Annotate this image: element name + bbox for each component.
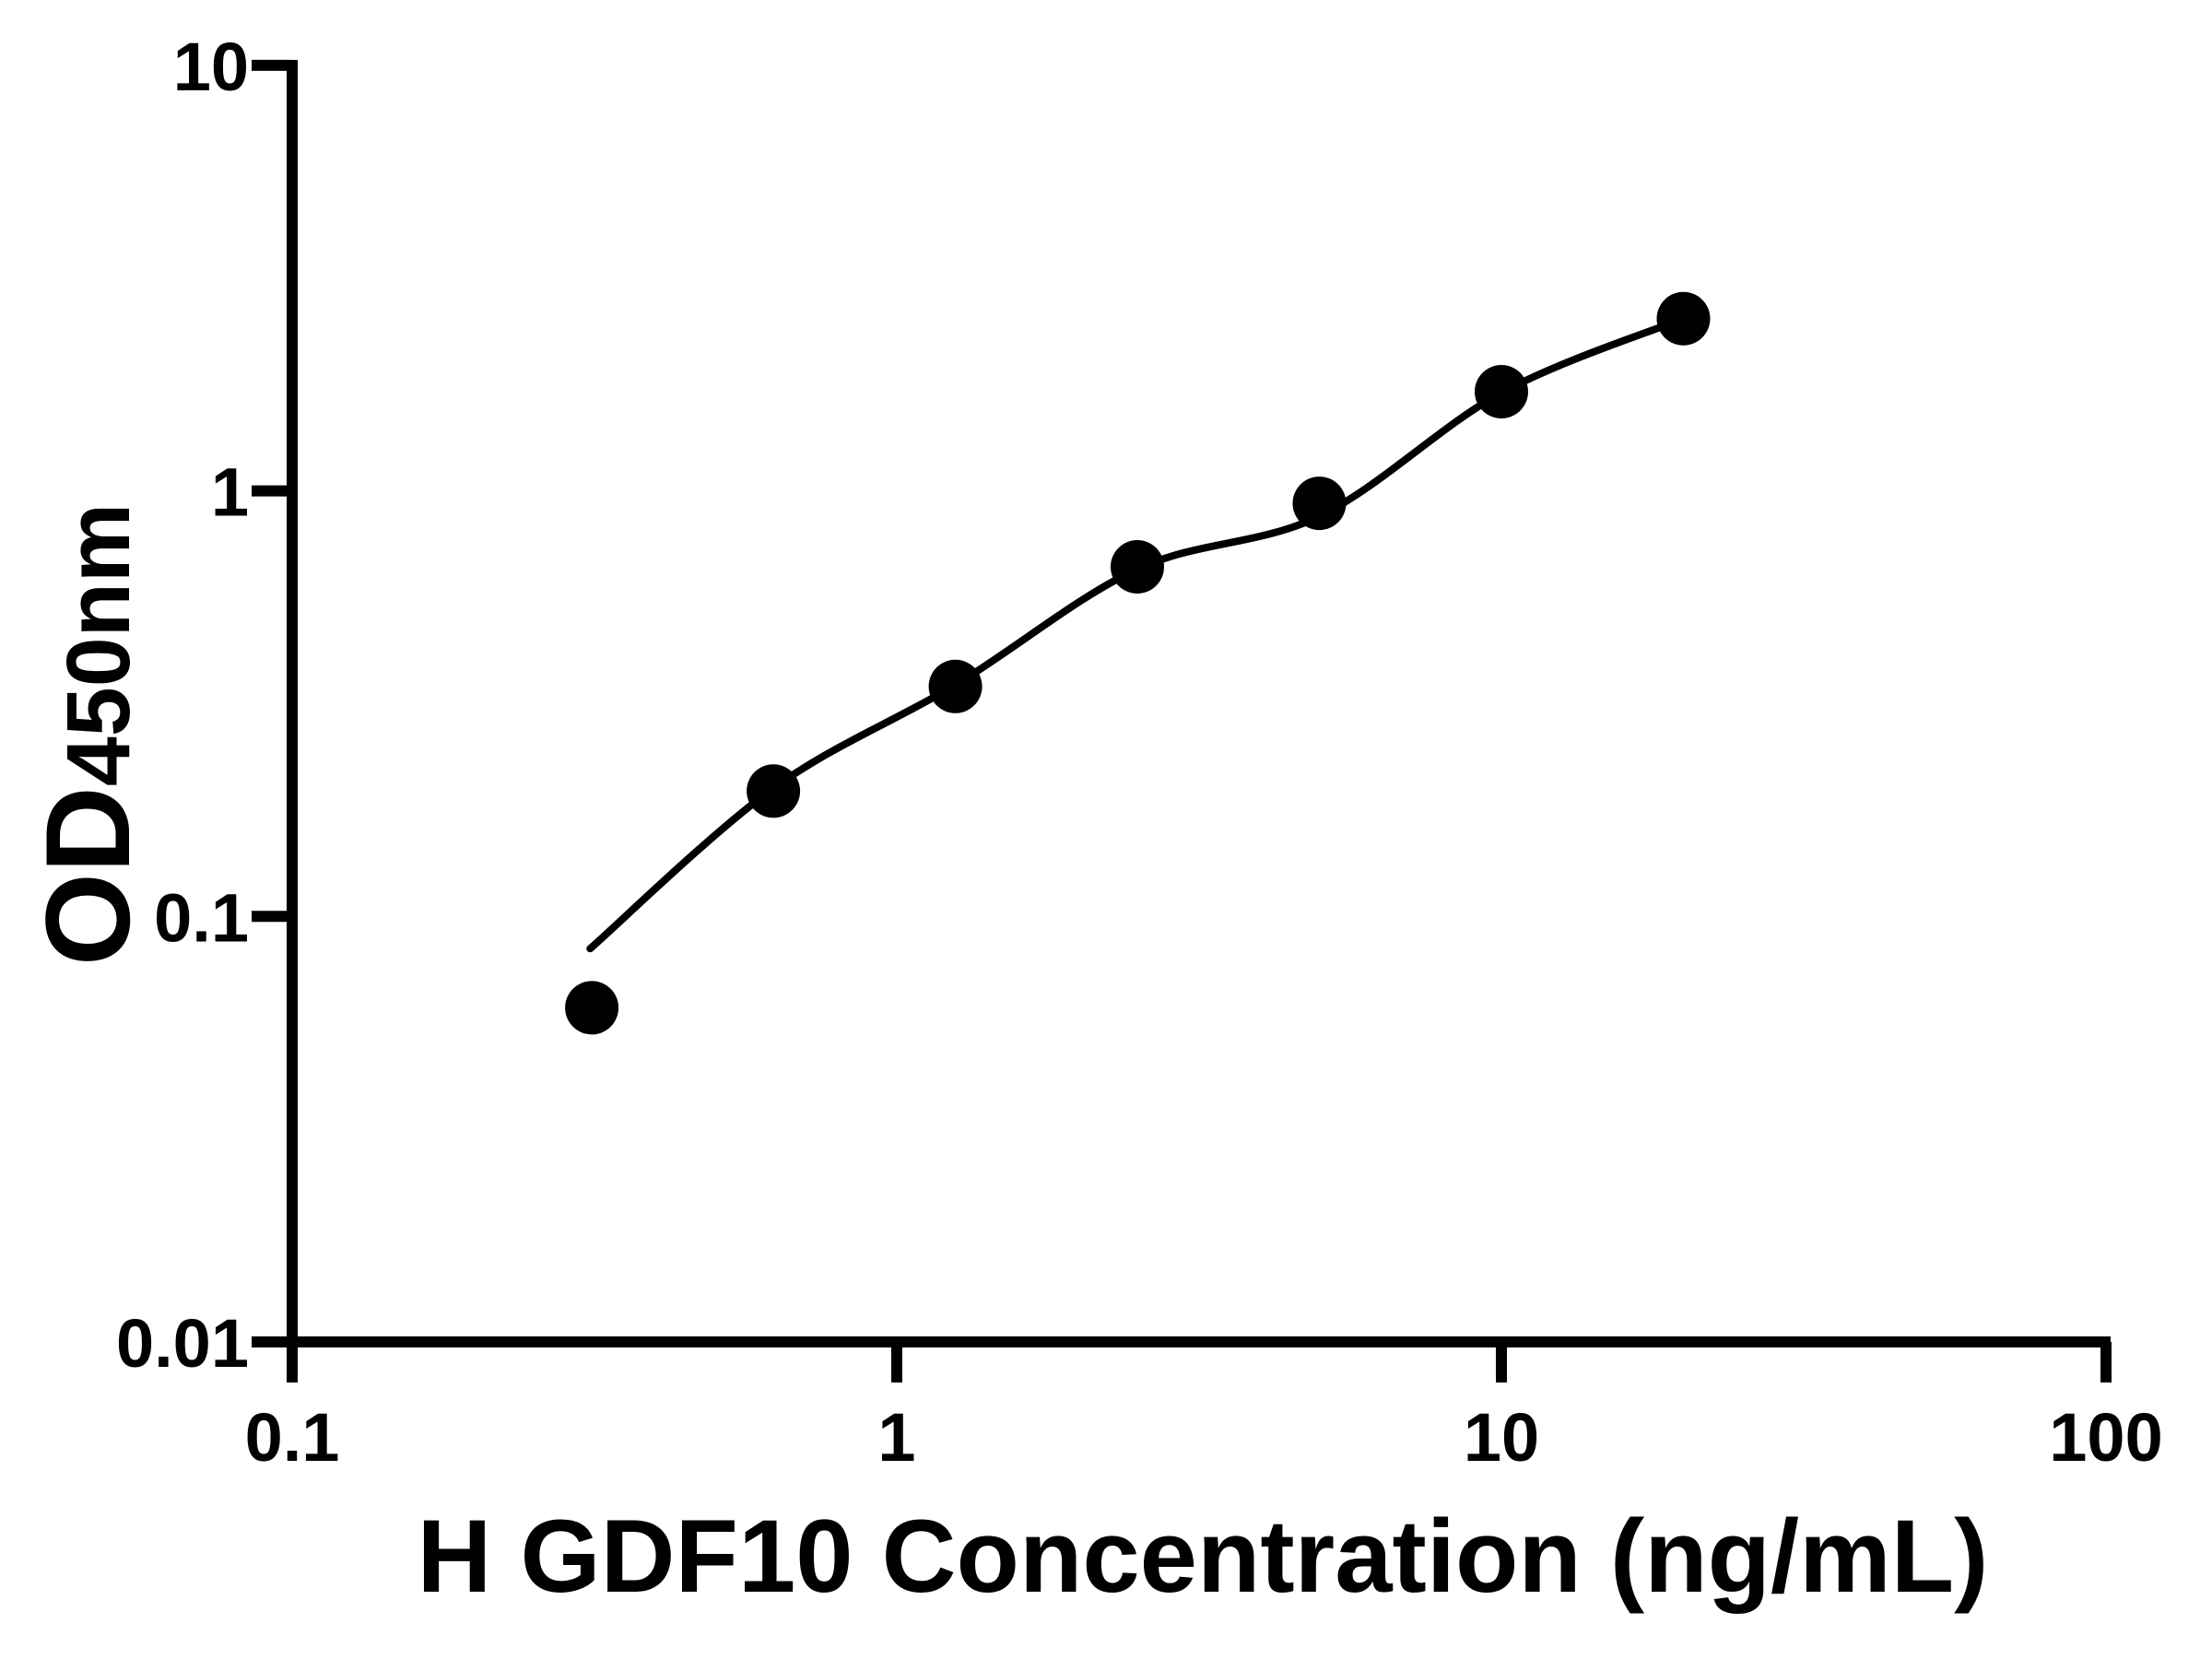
data-point [1111, 540, 1164, 594]
y-tick-label-10: 10 [173, 29, 249, 105]
x-tick-label-10: 10 [1464, 1399, 1539, 1476]
y-tick-label-0.01: 0.01 [116, 1305, 249, 1382]
axis-titles: H GDF10 Concentration (ng/mL) OD450nm [20, 503, 1988, 1614]
axes [252, 59, 2112, 1382]
x-axis-title: H GDF10 Concentration (ng/mL) [418, 1499, 1989, 1614]
fit-curve-layer [586, 314, 1688, 953]
data-point [565, 981, 619, 1035]
data-point [747, 764, 801, 818]
x-tick-label-1: 1 [877, 1399, 915, 1476]
data-points-layer [565, 291, 1711, 1035]
y-axis-title: OD450nm [20, 503, 155, 966]
data-point [928, 659, 982, 713]
standard-curve-fit-line [586, 314, 1688, 953]
y-axis-title-main: OD [20, 786, 155, 966]
tick-labels: 10 1 0.1 0.01 0.1 1 10 100 [116, 29, 2163, 1476]
x-tick-label-100: 100 [2049, 1399, 2162, 1476]
data-point [1656, 291, 1711, 346]
y-axis-title-sub: 450nm [48, 503, 148, 786]
x-tick-label-0.1: 0.1 [245, 1399, 340, 1476]
y-tick-label-0.1: 0.1 [154, 879, 249, 956]
y-tick-label-1: 1 [211, 454, 249, 531]
data-point [1475, 365, 1528, 418]
data-point [1292, 477, 1347, 531]
